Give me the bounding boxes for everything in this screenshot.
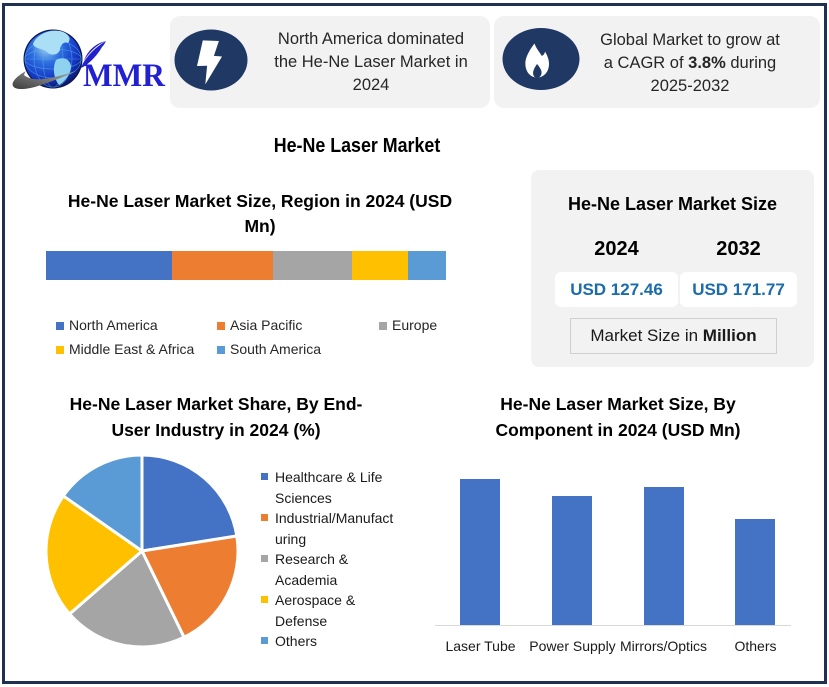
svg-text:MMR: MMR (83, 58, 166, 94)
